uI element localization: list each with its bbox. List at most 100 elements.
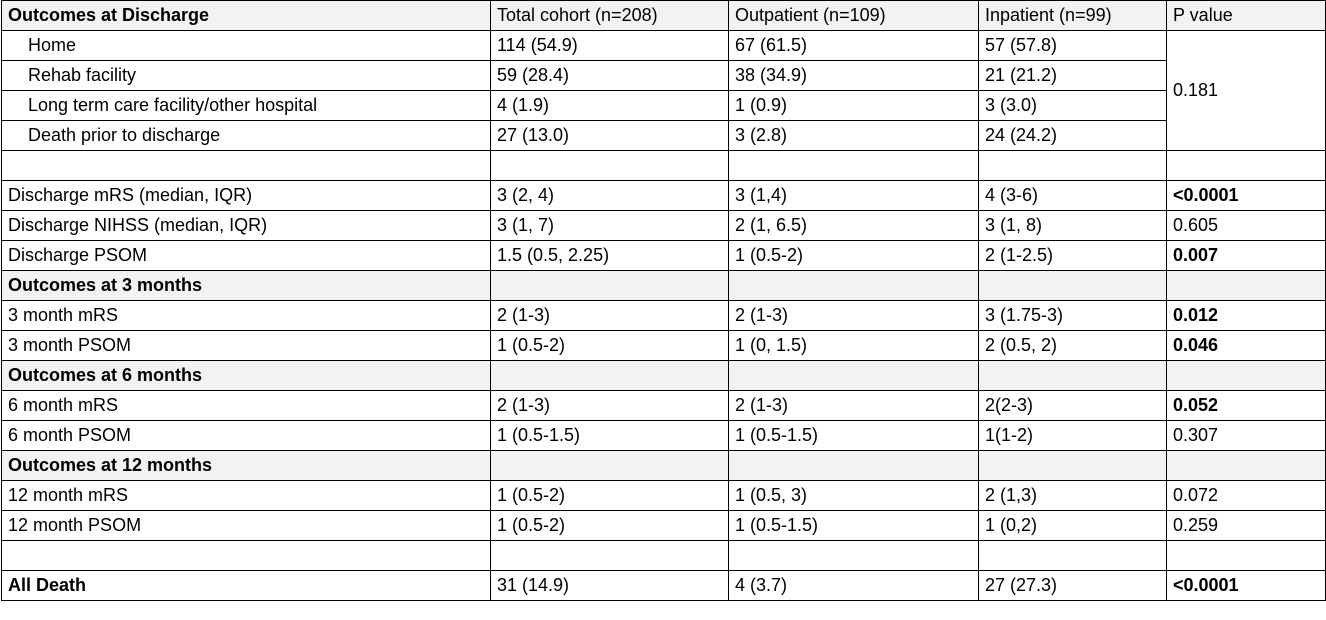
empty-cell	[978, 450, 1167, 481]
empty-cell	[1166, 540, 1326, 571]
row-label: 3 month mRS	[1, 300, 491, 331]
empty-cell	[1166, 270, 1326, 301]
value-cell: 2 (1, 6.5)	[728, 210, 979, 241]
section-label: Outcomes at 3 months	[1, 270, 491, 301]
value-cell: 24 (24.2)	[978, 120, 1167, 151]
section-row: Outcomes at 12 months	[1, 450, 1326, 481]
empty-cell	[978, 270, 1167, 301]
value-cell: 1 (0,2)	[978, 510, 1167, 541]
value-cell: 2 (1-2.5)	[978, 240, 1167, 271]
value-cell: 3 (1,4)	[728, 180, 979, 211]
empty-cell	[978, 360, 1167, 391]
data-row: Home 114 (54.9) 67 (61.5) 57 (57.8) 0.181	[1, 30, 1326, 151]
value-cell: 2 (1-3)	[490, 300, 729, 331]
value-cell: 57 (57.8)	[978, 30, 1167, 61]
data-row: Discharge NIHSS (median, IQR) 3 (1, 7) 2 (…	[1, 210, 1326, 241]
value-cell: 31 (14.9)	[490, 570, 729, 601]
value-cell: 4 (3-6)	[978, 180, 1167, 211]
row-label: 6 month PSOM	[1, 420, 491, 451]
row-label: 12 month PSOM	[1, 510, 491, 541]
row-label: Discharge NIHSS (median, IQR)	[1, 210, 491, 241]
value-cell: 1 (0, 1.5)	[728, 330, 979, 361]
section-row: Outcomes at 6 months	[1, 360, 1326, 391]
value-cell: 4 (1.9)	[490, 90, 729, 121]
header-row: Outcomes at Discharge Total cohort (n=208…	[1, 0, 1326, 31]
empty-cell	[490, 540, 729, 571]
p-value: 0.605	[1166, 210, 1326, 241]
value-cell: 4 (3.7)	[728, 570, 979, 601]
value-cell: 1 (0.5-1.5)	[728, 420, 979, 451]
empty-row	[1, 150, 1326, 181]
value-cell: 1 (0.9)	[728, 90, 979, 121]
data-row: 6 month PSOM 1 (0.5-1.5) 1 (0.5-1.5) 1(1-2)…	[1, 420, 1326, 451]
value-cell: 21 (21.2)	[978, 60, 1167, 91]
data-row: 3 month PSOM 1 (0.5-2) 1 (0, 1.5) 2 (0.5, 2…	[1, 330, 1326, 361]
section-row: Outcomes at 3 months	[1, 270, 1326, 301]
data-row: Long term care facility/other hospital 4 …	[1, 90, 1326, 121]
header-cell: Total cohort (n=208)	[490, 0, 729, 31]
data-row: All Death 31 (14.9) 4 (3.7) 27 (27.3) <0.000…	[1, 570, 1326, 601]
empty-cell	[1, 150, 491, 181]
empty-cell	[490, 270, 729, 301]
row-label: Home	[1, 30, 491, 61]
value-cell: 2 (1-3)	[728, 390, 979, 421]
value-cell: 2 (1-3)	[728, 300, 979, 331]
value-cell: 2 (1,3)	[978, 480, 1167, 511]
value-cell: 1 (0.5-2)	[728, 240, 979, 271]
empty-cell	[1166, 150, 1326, 181]
data-row: Rehab facility 59 (28.4) 38 (34.9) 21 (21.2…	[1, 60, 1326, 91]
row-label: Death prior to discharge	[1, 120, 491, 151]
p-value: 0.307	[1166, 420, 1326, 451]
row-label: Discharge mRS (median, IQR)	[1, 180, 491, 211]
value-cell: 59 (28.4)	[490, 60, 729, 91]
row-label: 6 month mRS	[1, 390, 491, 421]
data-row: Discharge mRS (median, IQR) 3 (2, 4) 3 (1,…	[1, 180, 1326, 211]
row-label: 3 month PSOM	[1, 330, 491, 361]
section-label: Outcomes at 12 months	[1, 450, 491, 481]
value-cell: 3 (3.0)	[978, 90, 1167, 121]
row-label: Long term care facility/other hospital	[1, 90, 491, 121]
value-cell: 3 (1, 8)	[978, 210, 1167, 241]
row-label: Discharge PSOM	[1, 240, 491, 271]
data-row: Discharge PSOM 1.5 (0.5, 2.25) 1 (0.5-2) 2 …	[1, 240, 1326, 271]
p-value: 0.259	[1166, 510, 1326, 541]
value-cell: 1(1-2)	[978, 420, 1167, 451]
value-cell: 2(2-3)	[978, 390, 1167, 421]
value-cell: 1.5 (0.5, 2.25)	[490, 240, 729, 271]
data-row: 12 month PSOM 1 (0.5-2) 1 (0.5-1.5) 1 (0,2)…	[1, 510, 1326, 541]
empty-cell	[978, 150, 1167, 181]
empty-cell	[728, 150, 979, 181]
row-label: All Death	[1, 570, 491, 601]
empty-cell	[490, 150, 729, 181]
header-cell: Outpatient (n=109)	[728, 0, 979, 31]
section-label: Outcomes at 6 months	[1, 360, 491, 391]
value-cell: 1 (0.5-2)	[490, 330, 729, 361]
outcomes-table: Outcomes at Discharge Total cohort (n=208…	[1, 0, 1326, 601]
empty-cell	[490, 450, 729, 481]
value-cell: 27 (13.0)	[490, 120, 729, 151]
value-cell: 38 (34.9)	[728, 60, 979, 91]
value-cell: 1 (0.5-2)	[490, 480, 729, 511]
table-body: Outcomes at Discharge Total cohort (n=208…	[1, 0, 1326, 601]
data-row: 6 month mRS 2 (1-3) 2 (1-3) 2(2-3) 0.052	[1, 390, 1326, 421]
empty-cell	[728, 540, 979, 571]
value-cell: 114 (54.9)	[490, 30, 729, 61]
empty-cell	[728, 360, 979, 391]
p-value: 0.072	[1166, 480, 1326, 511]
data-row: 3 month mRS 2 (1-3) 2 (1-3) 3 (1.75-3) 0.01…	[1, 300, 1326, 331]
empty-row	[1, 540, 1326, 571]
row-label: Rehab facility	[1, 60, 491, 91]
value-cell: 3 (2, 4)	[490, 180, 729, 211]
value-cell: 1 (0.5-2)	[490, 510, 729, 541]
row-label: 12 month mRS	[1, 480, 491, 511]
value-cell: 3 (1.75-3)	[978, 300, 1167, 331]
empty-cell	[1166, 450, 1326, 481]
empty-cell	[728, 270, 979, 301]
value-cell: 3 (1, 7)	[490, 210, 729, 241]
empty-cell	[1, 540, 491, 571]
p-value: <0.0001	[1166, 570, 1326, 601]
p-value: 0.181	[1166, 30, 1326, 151]
empty-cell	[978, 540, 1167, 571]
value-cell: 1 (0.5-1.5)	[490, 420, 729, 451]
